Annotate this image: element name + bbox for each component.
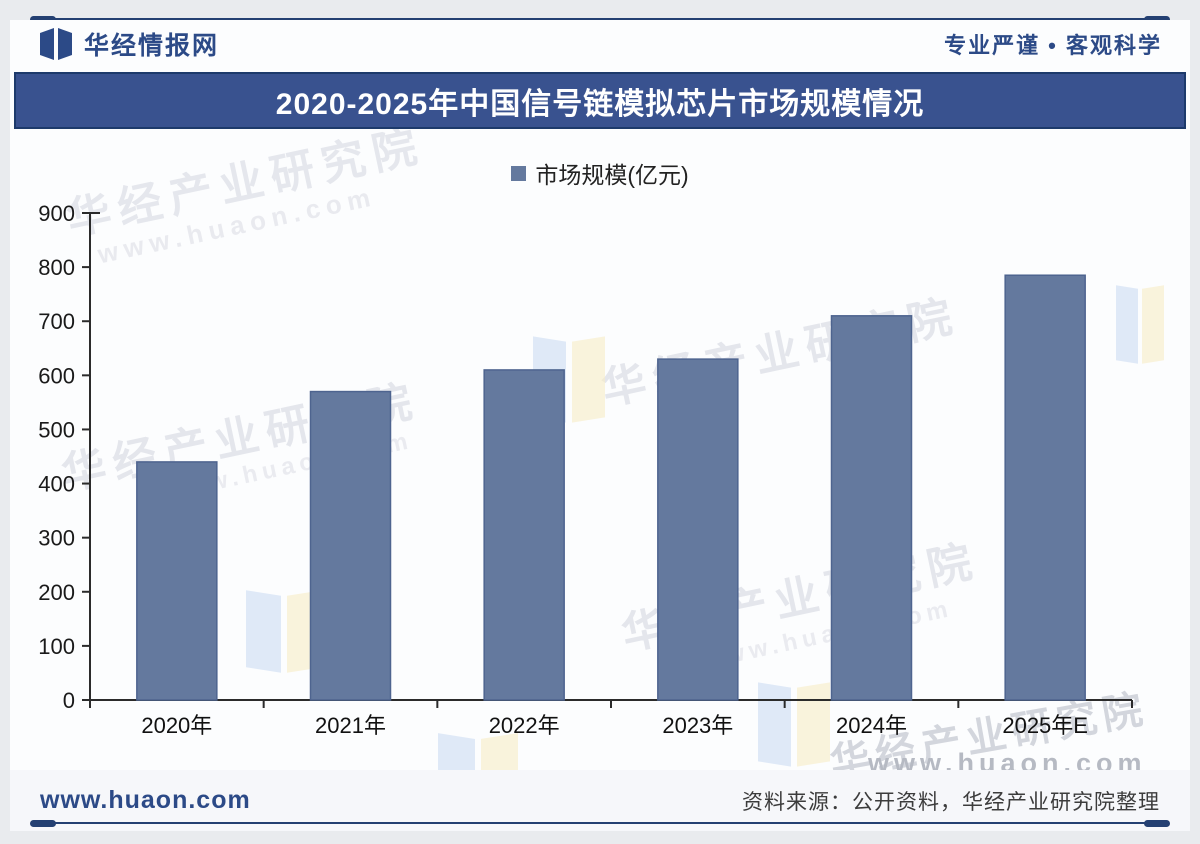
bar-2022年 [483,369,565,701]
y-tick-label-900: 900 [38,201,75,226]
open-book-icon [38,28,74,60]
site-header: 华经情报网 专业严谨 • 客观科学 [10,20,1190,68]
y-tick-label-400: 400 [38,472,75,497]
footer-divider-left-cap [30,820,56,827]
x-label-2023年: 2023年 [662,713,733,738]
y-tick-label-0: 0 [63,688,75,713]
chart-title-bar: 2020-2025年中国信号链模拟芯片市场规模情况 [14,72,1186,129]
footer-website-link[interactable]: www.huaon.com [40,786,251,814]
page-title: 2020-2025年中国信号链模拟芯片市场规模情况 [275,87,925,121]
y-tick-label-700: 700 [38,309,75,334]
footer-source-note: 资料来源：公开资料，华经产业研究院整理 [742,790,1160,814]
footer-divider-right-cap [1144,820,1170,827]
header-divider-left-cap [30,16,56,23]
bar-2024年 [830,315,913,701]
header-divider-right-cap [1144,16,1170,23]
x-label-2024年: 2024年 [836,713,907,738]
bar-2021年 [309,390,392,701]
x-label-2025年E: 2025年E [1002,713,1088,738]
brand: 华经情报网 [38,26,219,62]
footer: www.huaon.com 资料来源：公开资料，华经产业研究院整理 [10,770,1190,831]
bar-2025年E [1004,274,1086,701]
y-tick-label-600: 600 [38,363,75,388]
x-label-2020年: 2020年 [141,713,212,738]
x-label-2022年: 2022年 [489,713,560,738]
y-tick-label-200: 200 [38,580,75,605]
y-tick-label-800: 800 [38,255,75,280]
y-tick-label-500: 500 [38,417,75,442]
header-slogan: 专业严谨 • 客观科学 [944,33,1162,58]
chart-legend: 市场规模(亿元) [0,156,1200,190]
bar-2020年 [136,461,218,701]
y-tick-label-300: 300 [38,526,75,551]
x-label-2021年: 2021年 [315,713,386,738]
brand-name: 华经情报网 [84,32,220,60]
bar-2023年 [657,358,739,701]
header-divider [32,18,1168,20]
legend-swatch-icon [511,165,527,181]
legend-label: 市场规模(亿元) [535,162,689,188]
footer-divider [32,822,1168,824]
y-tick-label-100: 100 [38,634,75,659]
